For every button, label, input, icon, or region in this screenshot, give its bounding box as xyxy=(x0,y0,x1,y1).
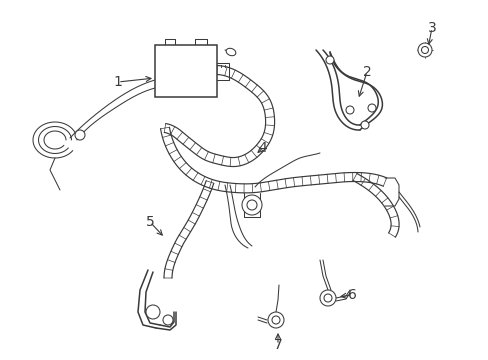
Circle shape xyxy=(325,56,333,64)
Bar xyxy=(155,45,217,97)
Circle shape xyxy=(367,104,375,112)
Text: 7: 7 xyxy=(273,338,282,352)
Circle shape xyxy=(417,43,431,57)
Circle shape xyxy=(163,315,173,325)
Circle shape xyxy=(267,312,284,328)
Text: 3: 3 xyxy=(427,21,435,35)
Circle shape xyxy=(242,195,262,215)
Circle shape xyxy=(271,316,280,324)
Text: 6: 6 xyxy=(347,288,356,302)
Circle shape xyxy=(75,130,85,140)
Ellipse shape xyxy=(225,48,235,56)
Circle shape xyxy=(246,200,257,210)
Circle shape xyxy=(360,121,368,129)
Text: 1: 1 xyxy=(113,75,122,89)
Text: 2: 2 xyxy=(362,65,370,79)
Circle shape xyxy=(346,106,353,114)
Circle shape xyxy=(146,305,160,319)
Text: 5: 5 xyxy=(145,215,154,229)
Circle shape xyxy=(421,46,427,54)
Circle shape xyxy=(319,290,335,306)
Circle shape xyxy=(324,294,331,302)
Text: 4: 4 xyxy=(258,141,267,155)
